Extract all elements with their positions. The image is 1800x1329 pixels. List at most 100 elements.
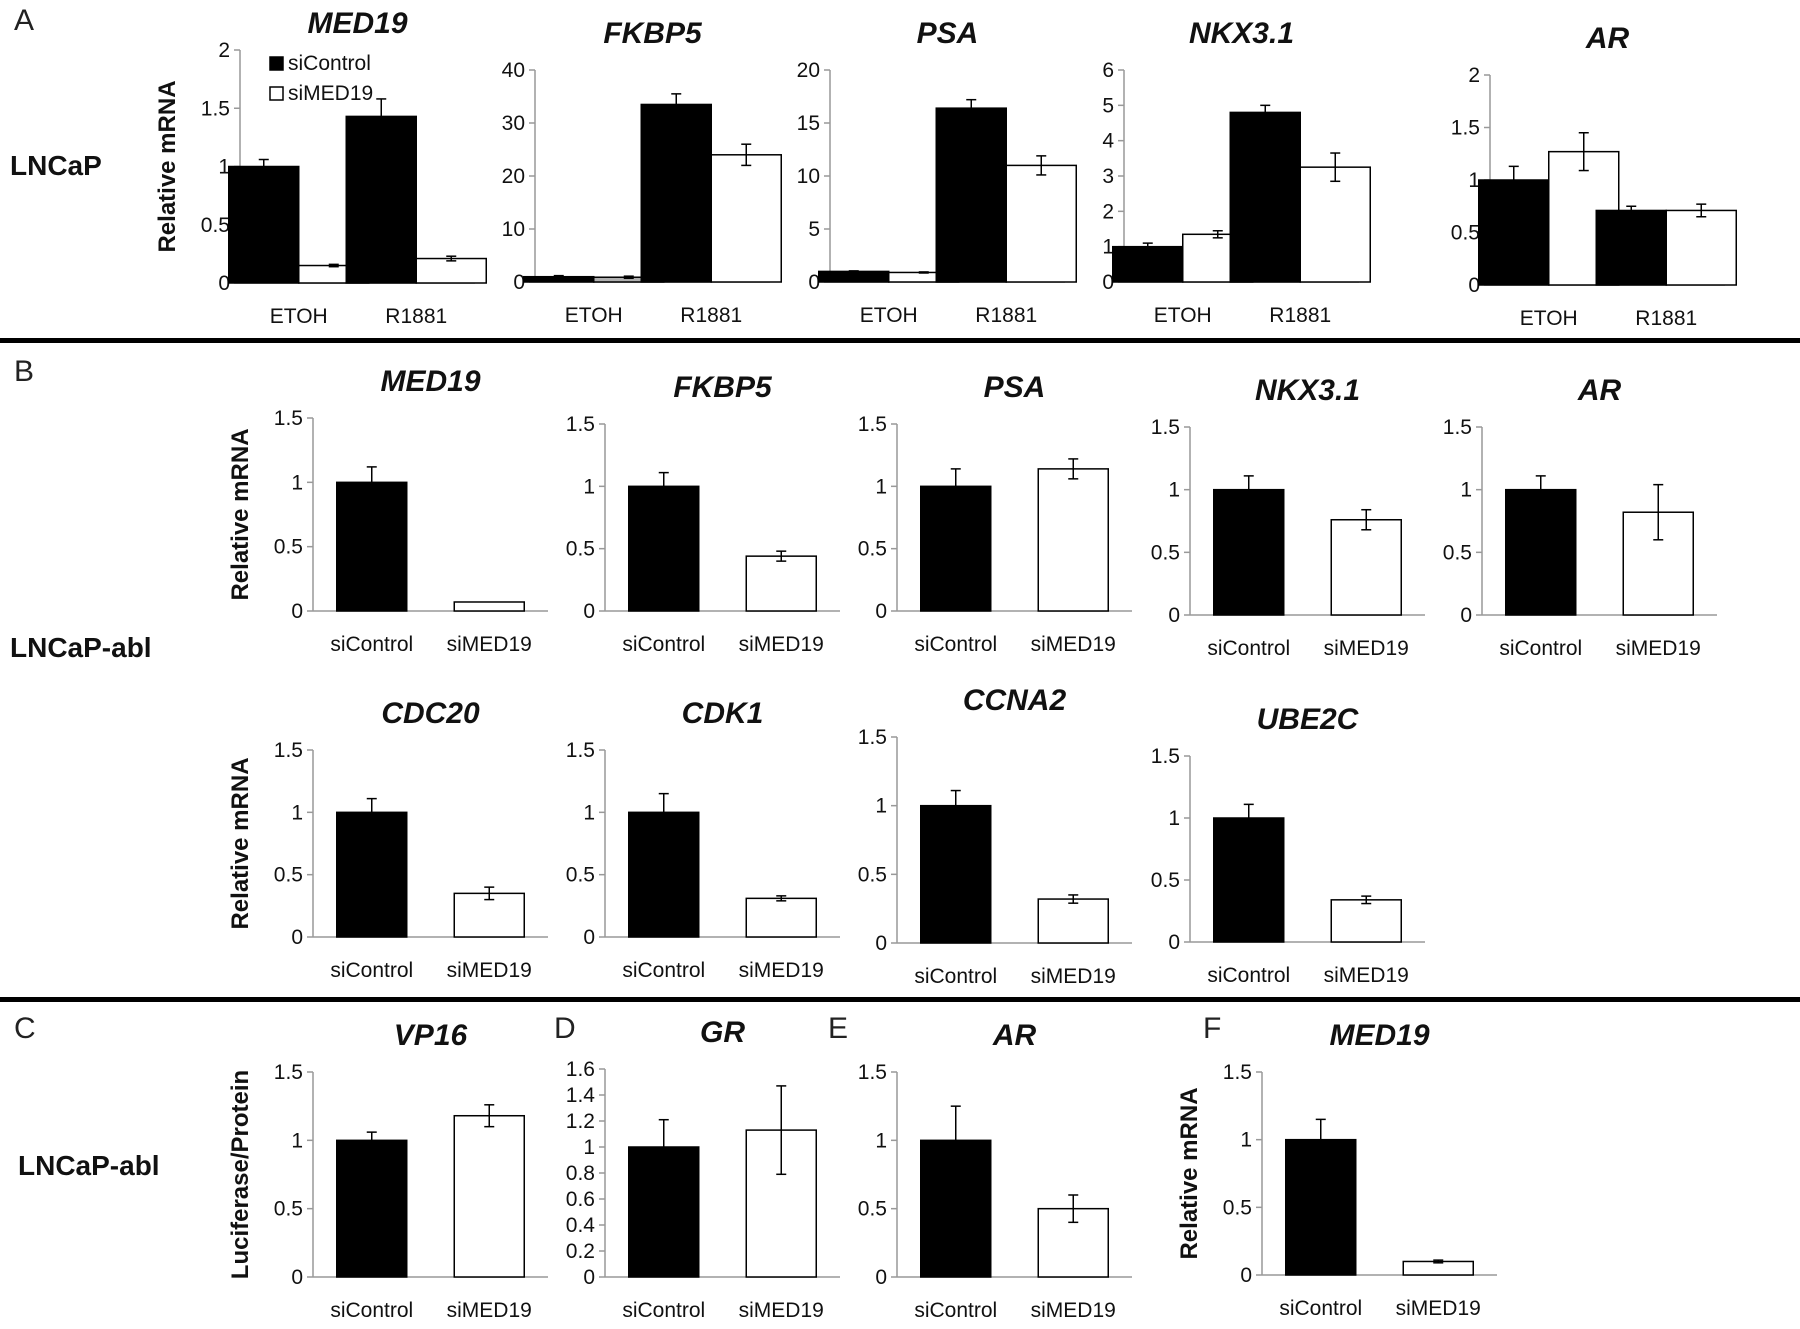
y-tick-label: 0 [218, 272, 230, 295]
y-tick-label: 10 [797, 165, 820, 188]
y-tick-label: 3 [1102, 165, 1114, 188]
x-category-label: siMED19 [1031, 1299, 1116, 1322]
y-tick-label: 1 [291, 801, 303, 824]
chart-title: AR [992, 1019, 1037, 1052]
chart-a2: 0 10 20 30 40 FKBP5 ETOH R1881 [502, 17, 782, 327]
x-category-label: siControl [622, 959, 705, 982]
x-category-label: siMED19 [1031, 633, 1116, 656]
y-tick-label: 1.5 [274, 739, 303, 762]
y-tick-label: 20 [502, 165, 525, 188]
y-tick-label: 1 [1240, 1129, 1252, 1152]
chart-title: MED19 [1329, 1019, 1429, 1052]
y-tick-label: 1 [875, 795, 887, 818]
x-category-label: R1881 [1269, 304, 1331, 327]
y-tick-label: 0 [1468, 274, 1480, 297]
x-category-label: siMED19 [739, 1299, 824, 1322]
bar-simed19 [1037, 468, 1109, 612]
y-tick-label: 30 [502, 112, 525, 135]
y-tick-label: 0 [875, 1266, 887, 1289]
legend-swatch [269, 86, 284, 101]
bar-simed19 [453, 892, 525, 938]
y-axis-label: Relative mRNA [227, 757, 254, 929]
legend-label: siMED19 [288, 82, 373, 105]
x-category-label: siControl [1279, 1297, 1362, 1320]
bar-sicontrol [1112, 245, 1184, 283]
bar-sicontrol [345, 115, 417, 284]
y-tick-label: 0.4 [566, 1214, 596, 1237]
y-tick-label: 0.5 [1151, 541, 1180, 564]
y-tick-label: 0.5 [1223, 1196, 1252, 1219]
x-category-label: ETOH [1154, 304, 1212, 327]
x-category-label: siControl [622, 1299, 705, 1322]
bar-simed19 [745, 897, 817, 938]
y-tick-label: 0 [1460, 604, 1472, 627]
x-category-label: siControl [914, 1299, 997, 1322]
y-tick-label: 1.2 [566, 1110, 595, 1133]
x-category-label: siMED19 [739, 633, 824, 656]
y-tick-label: 0 [808, 271, 820, 294]
separator-ab [0, 338, 1800, 343]
y-tick-label: 0 [583, 926, 595, 949]
x-category-label: ETOH [1520, 307, 1578, 330]
x-category-label: siControl [330, 959, 413, 982]
chart-title: VP16 [394, 1019, 468, 1052]
chart-b9: 0 0.5 1 1.5 UBE2C siControl siMED19 [1151, 703, 1425, 987]
y-tick-label: 1 [583, 801, 595, 824]
y-tick-label: 0.5 [566, 864, 595, 887]
chart-b8: 0 0.5 1 1.5 CCNA2 siControl siMED19 [858, 684, 1132, 988]
y-tick-label: 1 [1102, 236, 1114, 259]
separator-bc [0, 997, 1800, 1002]
chart-f: 0 0.5 1 1.5 MED19 Relative mRNA siControl siMED… [1176, 1019, 1497, 1320]
chart-title: CCNA2 [963, 684, 1067, 717]
y-tick-label: 2 [218, 39, 230, 62]
bar-simed19 [1299, 166, 1371, 283]
bar-sicontrol [228, 165, 300, 284]
y-tick-label: 1.5 [858, 413, 887, 436]
bar-sicontrol [920, 485, 992, 612]
y-tick-label: 0.5 [566, 538, 595, 561]
y-tick-label: 0.5 [274, 536, 303, 559]
y-tick-label: 1.5 [1223, 1061, 1252, 1084]
chart-title: CDK1 [682, 697, 764, 730]
y-tick-label: 0 [1102, 271, 1114, 294]
y-tick-label: 0.5 [858, 538, 887, 561]
x-category-label: siMED19 [447, 633, 532, 656]
panel-letter-c: C [14, 1012, 36, 1045]
x-category-label: siControl [1207, 964, 1290, 987]
y-tick-label: 0.5 [858, 863, 887, 886]
chart-title: FKBP5 [673, 371, 773, 404]
y-tick-label: 1.5 [201, 97, 230, 120]
bar-sicontrol [818, 270, 890, 283]
y-tick-label: 1.5 [1151, 416, 1180, 439]
x-category-label: siMED19 [1031, 965, 1116, 988]
y-tick-label: 1.4 [566, 1084, 596, 1107]
x-category-label: siControl [622, 633, 705, 656]
x-category-label: siControl [914, 633, 997, 656]
x-category-label: R1881 [385, 305, 447, 328]
x-category-label: ETOH [270, 305, 328, 328]
x-category-label: siMED19 [1324, 637, 1409, 660]
y-tick-label: 6 [1102, 59, 1114, 82]
y-tick-label: 5 [808, 218, 820, 241]
y-tick-label: 0 [1168, 931, 1180, 954]
y-tick-label: 4 [1102, 130, 1114, 153]
bar-sicontrol [1478, 179, 1550, 286]
y-tick-label: 1 [291, 471, 303, 494]
bar-sicontrol [628, 811, 700, 938]
y-tick-label: 0 [583, 1266, 595, 1289]
y-tick-label: 1.5 [1451, 117, 1480, 140]
panel-letter-a: A [14, 4, 35, 37]
x-category-label: siMED19 [739, 959, 824, 982]
y-tick-label: 1.5 [566, 413, 595, 436]
y-tick-label: 0 [291, 926, 303, 949]
chart-a4: 0 1 2 3 4 5 6 NKX3.1 ETOH R1881 [1102, 17, 1371, 327]
bar-sicontrol [1505, 488, 1577, 616]
chart-title: GR [700, 1016, 745, 1049]
y-tick-label: 0 [513, 271, 525, 294]
y-tick-label: 0.8 [566, 1162, 595, 1185]
y-tick-label: 1 [875, 475, 887, 498]
bar-simed19 [453, 1114, 525, 1278]
x-category-label: siControl [330, 1299, 413, 1322]
